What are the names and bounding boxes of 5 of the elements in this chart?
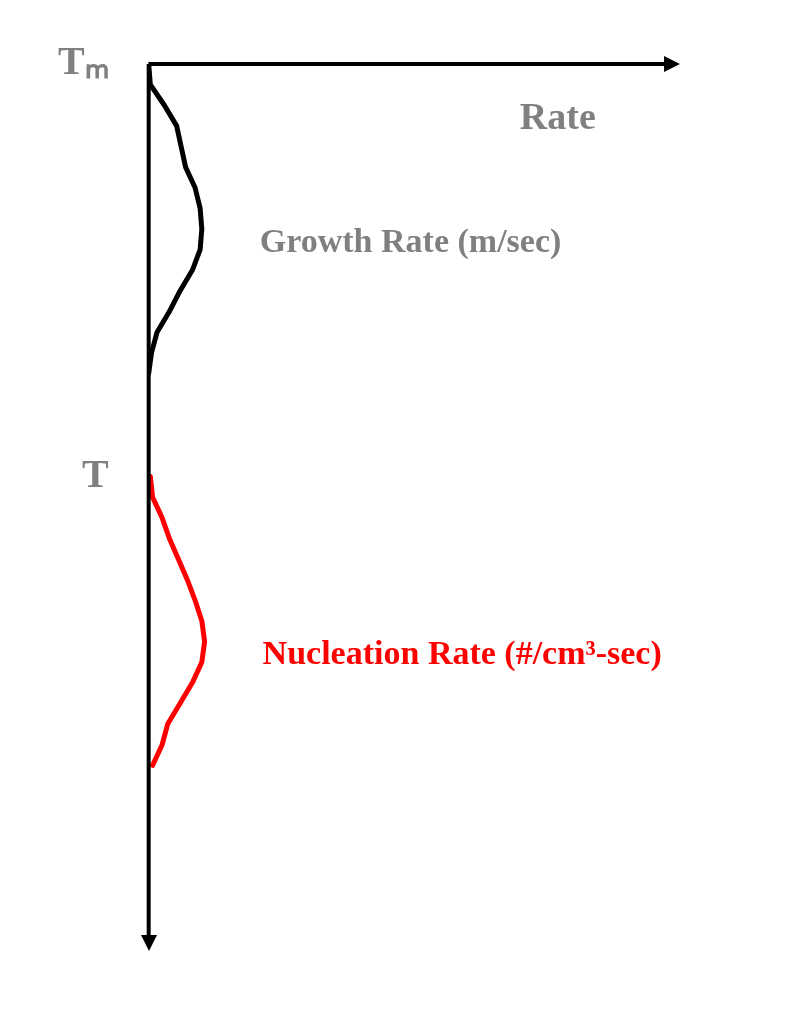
- text: Rate: [519, 94, 596, 137]
- y-tick-label: Tₘ: [57, 38, 109, 84]
- series-label: Growth Rate (m/sec): [259, 221, 562, 260]
- series-label: Nucleation Rate (#/cm³-sec): [262, 634, 662, 673]
- y-tick-label: T: [81, 450, 109, 496]
